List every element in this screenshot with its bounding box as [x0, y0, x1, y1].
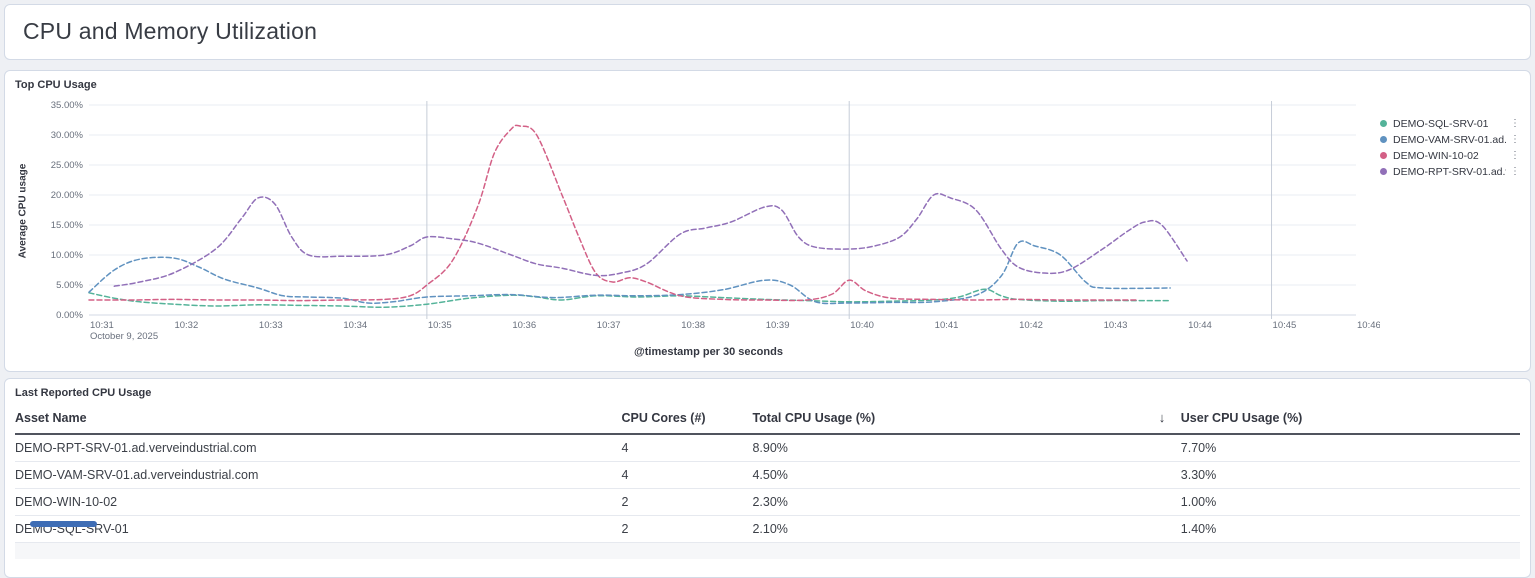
x-axis-tick-label: 10:40	[850, 320, 874, 331]
legend-item-demo-rpt-srv-01-ad-v-[interactable]: DEMO-RPT-SRV-01.ad.v... ⋮	[1380, 165, 1520, 178]
legend-label: DEMO-RPT-SRV-01.ad.v...	[1393, 165, 1506, 178]
x-axis-tick-label: 10:38	[681, 320, 705, 331]
chart-area: Average CPU usage 0.00% 5.00% 10.00% 15.00%…	[15, 93, 1521, 345]
cpu-usage-table: Asset Name CPU Cores (#) Total CPU Usage (…	[15, 406, 1520, 543]
page-title: CPU and Memory Utilization	[23, 18, 318, 44]
page-title-panel: CPU and Memory Utilization	[4, 4, 1531, 60]
cpu-cores-cell: 4	[621, 434, 753, 462]
total-cpu-cell: 8.90%	[752, 434, 1159, 462]
table-row: DEMO-VAM-SRV-01.ad.verveindustrial.com 4 4…	[15, 461, 1520, 489]
series-line-demo-sql-srv-01	[88, 288, 1171, 308]
table-row: DEMO-SQL-SRV-01 2 2.10% 1.40%	[15, 515, 1520, 543]
y-axis-tick-label: 10.00%	[51, 250, 84, 261]
cpu-cores-cell: 2	[621, 488, 753, 516]
y-axis-tick-label: 15.00%	[51, 220, 84, 231]
cpu-cores-cell: 4	[621, 461, 753, 489]
legend-swatch-icon	[1380, 168, 1387, 175]
asset-name-cell: DEMO-SQL-SRV-01	[15, 515, 622, 543]
y-axis-tick-label: 30.00%	[51, 130, 84, 141]
x-axis-tick-label: 10:37	[597, 320, 621, 331]
cpu-usage-line-chart[interactable]: 0.00% 5.00% 10.00% 15.00% 20.00% 25.00% 30.00%…	[31, 93, 1380, 345]
user-cpu-cell: 1.00%	[1158, 488, 1520, 516]
cpu-cores-cell: 2	[621, 515, 753, 543]
user-cpu-cell: 7.70%	[1158, 434, 1520, 462]
x-axis-tick-label: 10:42	[1019, 320, 1043, 331]
chart-panel-title: Top CPU Usage	[15, 79, 97, 91]
table-header-row: Asset Name CPU Cores (#) Total CPU Usage (…	[15, 406, 1520, 435]
column-header-total-cpu-usage-[interactable]: Total CPU Usage (%)	[752, 406, 1159, 435]
x-axis-tick-label: 10:45	[1272, 320, 1296, 331]
x-axis-tick-label: 10:33	[259, 320, 283, 331]
sort-descending-icon[interactable]: ↓	[1158, 410, 1166, 425]
column-header-asset-name[interactable]: Asset Name	[15, 406, 622, 435]
x-axis-date-label: October 9, 2025	[90, 331, 158, 342]
series-line-demo-rpt-srv-01-ad-v-	[113, 192, 1188, 287]
legend-kebab-menu-icon[interactable]: ⋮	[1510, 149, 1520, 161]
y-axis-title-column: Average CPU usage	[15, 93, 31, 345]
legend-label: DEMO-WIN-10-02	[1393, 149, 1479, 162]
x-axis-tick-label: 10:41	[935, 320, 959, 331]
legend-item-demo-vam-srv-01-ad-[interactable]: DEMO-VAM-SRV-01.ad... ⋮	[1380, 133, 1520, 146]
y-axis-title: Average CPU usage	[17, 163, 29, 259]
table-row: DEMO-RPT-SRV-01.ad.verveindustrial.com 4 8…	[15, 434, 1520, 462]
legend-item-demo-win-10-02[interactable]: DEMO-WIN-10-02 ⋮	[1380, 149, 1520, 162]
column-header-user-cpu-usage-[interactable]: ↓ User CPU Usage (%)	[1158, 406, 1520, 435]
x-axis-tick-label: 10:34	[343, 320, 367, 331]
y-axis-tick-label: 5.00%	[56, 280, 83, 291]
x-axis-tick-label: 10:32	[174, 320, 198, 331]
asset-name-cell: DEMO-RPT-SRV-01.ad.verveindustrial.com	[15, 434, 622, 462]
x-axis-tick-label: 10:31	[90, 320, 114, 331]
y-axis-tick-label: 20.00%	[51, 190, 84, 201]
legend-swatch-icon	[1380, 136, 1387, 143]
x-axis-tick-label: 10:43	[1104, 320, 1128, 331]
column-header-cpu-cores-[interactable]: CPU Cores (#)	[621, 406, 753, 435]
horizontal-scrollbar-thumb[interactable]	[30, 521, 97, 527]
user-cpu-cell: 3.30%	[1158, 461, 1520, 489]
legend-swatch-icon	[1380, 152, 1387, 159]
x-axis-tick-label: 10:44	[1188, 320, 1212, 331]
x-axis-tick-label: 10:35	[428, 320, 452, 331]
top-cpu-usage-panel: Top CPU Usage Average CPU usage 0.00% 5.0…	[4, 70, 1531, 372]
x-axis-tick-label: 10:39	[766, 320, 790, 331]
user-cpu-cell: 1.40%	[1158, 515, 1520, 543]
table-row: DEMO-WIN-10-02 2 2.30% 1.00%	[15, 488, 1520, 516]
asset-name-cell: DEMO-WIN-10-02	[15, 488, 622, 516]
series-line-demo-win-10-02	[88, 124, 1138, 302]
total-cpu-cell: 2.30%	[752, 488, 1159, 516]
column-header-label: User CPU Usage (%)	[1180, 411, 1303, 425]
table-footer-strip	[15, 543, 1520, 559]
y-axis-tick-label: 35.00%	[51, 100, 84, 111]
legend-swatch-icon	[1380, 120, 1387, 127]
legend-kebab-menu-icon[interactable]: ⋮	[1510, 165, 1520, 177]
y-axis-tick-label: 25.00%	[51, 160, 84, 171]
legend-label: DEMO-VAM-SRV-01.ad...	[1393, 133, 1506, 146]
x-axis-tick-label: 10:46	[1357, 320, 1380, 331]
total-cpu-cell: 2.10%	[752, 515, 1159, 543]
chart-legend: DEMO-SQL-SRV-01 ⋮ DEMO-VAM-SRV-01.ad... ⋮ DE…	[1380, 93, 1520, 345]
total-cpu-cell: 4.50%	[752, 461, 1159, 489]
last-reported-cpu-panel: Last Reported CPU Usage Asset Name CPU Co…	[4, 378, 1531, 578]
x-axis-title: @timestamp per 30 seconds	[634, 346, 783, 358]
x-axis-tick-label: 10:36	[512, 320, 536, 331]
legend-label: DEMO-SQL-SRV-01	[1393, 117, 1489, 130]
table-panel-title: Last Reported CPU Usage	[15, 387, 152, 399]
y-axis-tick-label: 0.00%	[56, 310, 83, 321]
series-line-demo-vam-srv-01-ad-	[88, 240, 1171, 305]
legend-kebab-menu-icon[interactable]: ⋮	[1510, 117, 1520, 129]
asset-name-cell: DEMO-VAM-SRV-01.ad.verveindustrial.com	[15, 461, 622, 489]
legend-kebab-menu-icon[interactable]: ⋮	[1510, 133, 1520, 145]
legend-item-demo-sql-srv-01[interactable]: DEMO-SQL-SRV-01 ⋮	[1380, 117, 1520, 130]
